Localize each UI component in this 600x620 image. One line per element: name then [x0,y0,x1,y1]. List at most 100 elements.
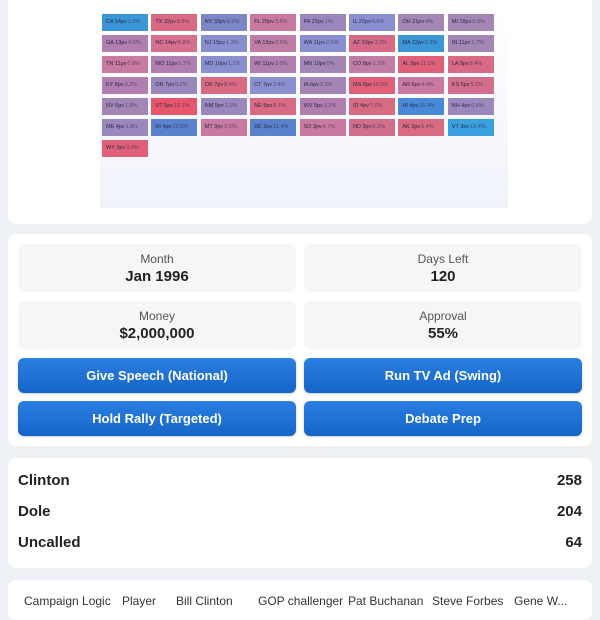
state-tile[interactable]: MO 11pv1.7% [151,56,198,73]
state-label: RI 4pv [155,124,172,130]
state-tile[interactable]: PA 23pv1% [299,14,346,31]
state-tile[interactable]: AL 9pv11.1% [398,56,445,73]
state-label: AL 9pv [402,61,420,67]
state-tile[interactable]: LA 9pv8.4% [447,56,494,73]
candidate-name: Uncalled [18,534,81,551]
state-grid: CA 54pv1.2% TX 32pv8.8% NY 33pv4.3% FL 25pv… [100,12,508,208]
state-tile[interactable]: AZ 10pv3.3% [349,35,395,52]
state-tile[interactable]: SD 3pv4.7% [299,119,346,136]
state-label: OH 21pv [402,19,425,25]
candidate-label[interactable]: Player [122,594,157,608]
state-margin: 8.4% [224,82,237,88]
state-margin: 1% [324,19,333,25]
candidate-label[interactable]: Gene W... [514,594,568,608]
state-tile[interactable]: NH 4pv0.6% [447,98,494,115]
state-tile[interactable]: AK 3pv6.4% [398,119,445,136]
state-margin: 3.2% [323,103,337,109]
state-tile[interactable]: OK 7pv8.4% [200,77,247,94]
state-tile[interactable]: MT 3pv3.5% [200,119,247,136]
give-speech-button[interactable]: Give Speech (National) [18,358,296,393]
candidate-label[interactable]: GOP challenger [258,594,344,608]
state-margin: 1.2% [127,19,141,25]
state-label: GA 13pv [106,40,128,46]
state-margin: 15.1% [174,103,190,109]
state-tile[interactable]: TX 32pv8.8% [151,14,198,31]
state-tile[interactable]: WI 11pv2.0% [250,56,297,73]
state-tile[interactable]: IN 11pv1.7% [447,35,494,52]
state-label: AZ 10pv [353,40,374,46]
state-tile[interactable]: MD 10pv1.1% [200,56,247,73]
state-tile[interactable]: OH 21pv4% [398,14,445,31]
state-tile[interactable]: WA 11pv2.5% [299,35,346,52]
state-margin: 0.6% [471,103,484,109]
state-tile[interactable]: OR 7pv0.2% [151,77,198,94]
state-tile[interactable]: FL 25pv3.6% [250,14,297,31]
state-margin: 16.4% [419,103,435,109]
state-tile[interactable]: ID 4pv7.0% [349,98,395,115]
state-tile[interactable]: IA 6pv3.3% [299,77,346,94]
candidate-label[interactable]: Bill Clinton [176,594,233,608]
state-tile[interactable]: IL 22pv6.6% [349,14,395,31]
campaign-stats-panel: Month Jan 1996 Days Left 120 Money $2,00… [8,234,592,446]
state-label: KY 8pv [106,82,124,88]
state-tile[interactable]: MA 12pv0.2% [398,35,445,52]
state-tile[interactable]: NE 5pv8.1% [250,98,297,115]
state-tile[interactable]: AR 6pv4.4% [398,77,445,94]
state-margin: 1.7% [178,61,191,67]
hold-rally-button[interactable]: Hold Rally (Targeted) [18,401,296,436]
state-margin: 11.1% [420,61,436,67]
state-tile[interactable]: WY 3pv3.3% [102,140,148,157]
state-tile[interactable]: ND 3pv6.3% [349,119,395,136]
state-tile[interactable]: UT 5pv15.1% [151,98,198,115]
state-tile[interactable]: HI 4pv16.4% [398,98,445,115]
state-margin: 3.6% [274,19,288,25]
state-tile[interactable]: CT 7pv3.4% [250,77,297,94]
state-tile[interactable]: VA 13pv0.6% [250,35,297,52]
state-margin: 6.3% [372,124,385,130]
state-tile[interactable]: NC 14pv6.8% [151,35,198,52]
state-label: ND 3pv [353,124,372,130]
state-tile[interactable]: CA 54pv1.2% [102,14,148,31]
state-margin: 1.1% [372,61,386,67]
debate-prep-button[interactable]: Debate Prep [304,401,582,436]
candidates-strip: Campaign Logic Player Bill Clinton GOP c… [8,580,592,620]
state-label: WY 3pv [106,145,126,151]
tally-row-uncalled: Uncalled 64 [18,534,582,554]
state-label: AK 3pv [402,124,421,130]
state-tile[interactable]: ME 4pv1.8% [102,119,148,136]
state-tile[interactable]: NV 6pv1.9% [102,98,148,115]
state-tile[interactable]: KY 8pv3.2% [102,77,148,94]
state-tile[interactable]: GA 13pv4.6% [102,35,148,52]
state-tile[interactable]: RI 4pv13.5% [151,119,198,136]
state-tile[interactable]: NM 5pv1.1% [200,98,247,115]
state-tile[interactable]: MS 6pv10.5% [349,77,395,94]
state-label: AR 6pv [402,82,421,88]
state-tile[interactable]: VT 3pv19.4% [447,119,494,136]
days-left-stat: Days Left 120 [304,244,582,292]
state-tile[interactable]: DE 3pv11.4% [250,119,297,136]
state-label: MD 10pv [204,61,227,67]
state-tile[interactable]: WV 5pv3.2% [299,98,346,115]
state-tile[interactable]: MN 10pv0% [299,56,346,73]
state-margin: 3.3% [126,145,139,151]
state-tile[interactable]: MI 18pv0.9% [447,14,494,31]
state-tile[interactable]: NY 33pv4.3% [200,14,247,31]
state-label: SD 3pv [303,124,322,130]
state-tile[interactable]: KS 6pv5.1% [447,77,494,94]
state-tile[interactable]: NJ 15pv1.3% [200,35,247,52]
state-margin: 1.1% [227,61,241,67]
state-label: NC 14pv [155,40,177,46]
state-tile[interactable]: CO 8pv1.1% [349,56,395,73]
state-margin: 6.8% [177,40,191,46]
state-tile[interactable]: TN 11pv0.8% [102,56,148,73]
state-margin: 0.2% [175,82,188,88]
run-tv-ad-button[interactable]: Run TV Ad (Swing) [304,358,582,393]
state-margin: 1.1% [224,103,238,109]
state-margin: 2.0% [274,61,288,67]
candidate-label[interactable]: Pat Buchanan [348,594,424,608]
candidate-label[interactable]: Steve Forbes [432,594,504,608]
candidate-label[interactable]: Campaign Logic [24,594,111,608]
state-label: NY 33pv [204,19,226,25]
state-label: OR 7pv [155,82,175,88]
state-label: WV 5pv [303,103,323,109]
